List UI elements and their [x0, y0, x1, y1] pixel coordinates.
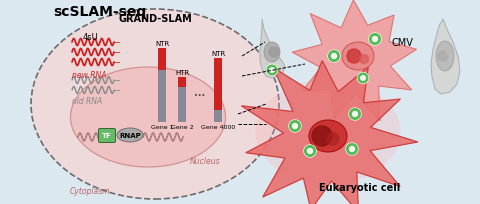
- Ellipse shape: [264, 43, 280, 63]
- Bar: [158, 71, 166, 122]
- Circle shape: [292, 124, 298, 129]
- Circle shape: [372, 37, 377, 42]
- Text: NTR: NTR: [155, 41, 169, 47]
- Ellipse shape: [31, 10, 279, 199]
- Ellipse shape: [309, 120, 347, 152]
- Text: ...: ...: [194, 88, 205, 98]
- Circle shape: [308, 149, 312, 154]
- Bar: [214, 59, 222, 110]
- Circle shape: [312, 126, 332, 146]
- Circle shape: [347, 50, 361, 64]
- Circle shape: [328, 51, 340, 63]
- Circle shape: [438, 52, 448, 62]
- Circle shape: [358, 73, 369, 84]
- Circle shape: [304, 145, 316, 157]
- Ellipse shape: [436, 42, 454, 72]
- Text: old RNA: old RNA: [72, 96, 102, 105]
- FancyBboxPatch shape: [98, 129, 116, 143]
- Text: 4sU: 4sU: [83, 33, 99, 42]
- Polygon shape: [292, 1, 417, 121]
- Polygon shape: [260, 20, 285, 79]
- Text: NTR: NTR: [211, 51, 225, 57]
- Circle shape: [269, 48, 279, 58]
- Circle shape: [289, 121, 300, 132]
- Text: Gene 2: Gene 2: [171, 124, 193, 129]
- Circle shape: [328, 51, 339, 62]
- Text: HTR: HTR: [175, 70, 189, 76]
- Ellipse shape: [342, 43, 374, 71]
- Polygon shape: [431, 20, 460, 94]
- Ellipse shape: [255, 80, 400, 185]
- Circle shape: [370, 34, 381, 45]
- Circle shape: [369, 34, 381, 46]
- Circle shape: [327, 133, 339, 145]
- Circle shape: [267, 66, 277, 76]
- Text: Gene 1: Gene 1: [151, 124, 173, 129]
- Circle shape: [445, 49, 453, 56]
- Text: Nucleus: Nucleus: [190, 156, 220, 165]
- Circle shape: [360, 55, 369, 64]
- Circle shape: [332, 54, 336, 59]
- Bar: [214, 110, 222, 122]
- Circle shape: [266, 65, 277, 76]
- Bar: [158, 49, 166, 71]
- Circle shape: [347, 144, 358, 155]
- Circle shape: [349, 109, 360, 120]
- Circle shape: [358, 74, 368, 84]
- Text: Cytoplasm: Cytoplasm: [70, 186, 110, 195]
- Circle shape: [361, 76, 365, 81]
- Text: RNAP: RNAP: [119, 132, 141, 138]
- Circle shape: [349, 147, 354, 152]
- Polygon shape: [241, 61, 418, 204]
- Bar: [178, 88, 186, 122]
- Text: CMV: CMV: [392, 38, 414, 48]
- Circle shape: [352, 112, 358, 117]
- Circle shape: [304, 146, 315, 157]
- Text: new RNA: new RNA: [72, 71, 107, 80]
- Bar: [178, 78, 186, 88]
- Circle shape: [346, 143, 358, 155]
- Text: Eukaryotic cell: Eukaryotic cell: [319, 182, 401, 192]
- Text: GRAND-SLAM: GRAND-SLAM: [118, 14, 192, 24]
- Text: TF: TF: [102, 133, 112, 139]
- Text: Gene 4000: Gene 4000: [201, 124, 235, 129]
- Ellipse shape: [71, 68, 226, 167]
- Circle shape: [270, 68, 274, 73]
- Circle shape: [289, 120, 301, 132]
- Text: scSLAM-seq: scSLAM-seq: [53, 5, 146, 19]
- Circle shape: [349, 109, 361, 120]
- Ellipse shape: [117, 128, 143, 142]
